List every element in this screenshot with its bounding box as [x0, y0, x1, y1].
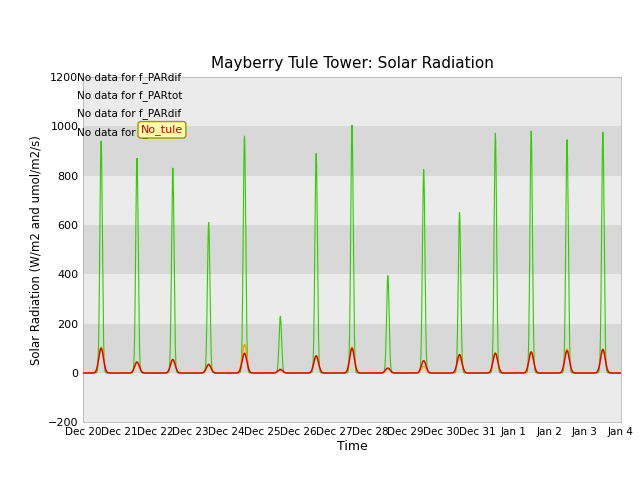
Text: No_tule: No_tule: [141, 124, 183, 135]
Bar: [83, 324, 621, 373]
Bar: [83, 373, 621, 422]
Bar: [83, 126, 621, 176]
Text: No data for f_PARtot: No data for f_PARtot: [77, 90, 182, 101]
X-axis label: Time: Time: [337, 440, 367, 453]
Bar: [83, 225, 621, 274]
Bar: [83, 176, 621, 225]
Text: No data for f_PARdif: No data for f_PARdif: [77, 72, 181, 83]
Bar: [83, 77, 621, 126]
Text: No data for f_PARdif: No data for f_PARdif: [77, 108, 181, 120]
Text: No data for f_PARtot: No data for f_PARtot: [77, 127, 182, 138]
Title: Mayberry Tule Tower: Solar Radiation: Mayberry Tule Tower: Solar Radiation: [211, 57, 493, 72]
Y-axis label: Solar Radiation (W/m2 and umol/m2/s): Solar Radiation (W/m2 and umol/m2/s): [29, 135, 42, 364]
Bar: [83, 274, 621, 324]
